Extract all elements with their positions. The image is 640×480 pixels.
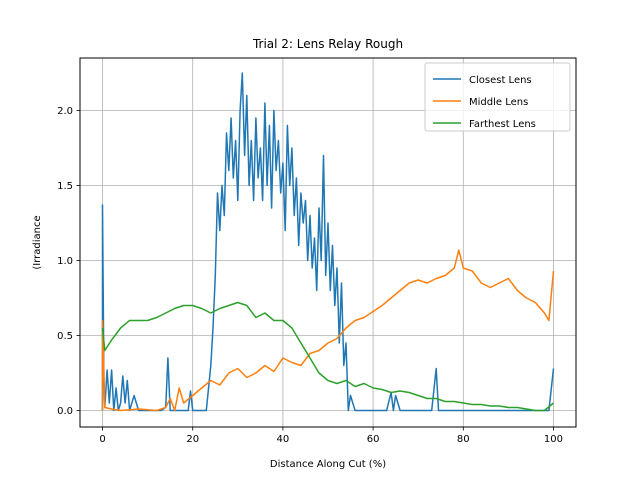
legend: Closest Lens Middle Lens Farthest Lens (424, 62, 571, 132)
legend-label-2: Farthest Lens (469, 119, 536, 130)
legend-label-0: Closest Lens (469, 75, 532, 86)
y-tick-label: 1.5 (57, 181, 73, 192)
x-tick-label: 60 (367, 434, 380, 445)
x-axis: 0 20 40 60 80 100 (99, 427, 563, 445)
x-axis-label: Distance Along Cut (%) (270, 459, 386, 470)
y-tick-label: 0.0 (57, 406, 73, 417)
y-axis: 0.0 0.5 1.0 1.5 2.0 (57, 106, 80, 417)
x-tick-label: 20 (186, 434, 199, 445)
y-tick-label: 0.5 (57, 331, 73, 342)
series-line-1 (101, 249, 555, 412)
y-tick-label: 1.0 (57, 256, 73, 267)
y-axis-label: (Irradiance (32, 215, 43, 269)
x-tick-label: 0 (99, 434, 105, 445)
x-tick-label: 40 (277, 434, 290, 445)
y-tick-label: 2.0 (57, 106, 73, 117)
legend-label-1: Middle Lens (469, 97, 528, 108)
x-tick-label: 80 (457, 434, 470, 445)
legend-box (424, 62, 571, 132)
series-lines (101, 72, 555, 412)
x-tick-label: 100 (544, 434, 563, 445)
series-line-2 (101, 301, 554, 412)
plot-frame (79, 57, 577, 428)
chart-title: Trial 2: Lens Relay Rough (252, 37, 403, 51)
